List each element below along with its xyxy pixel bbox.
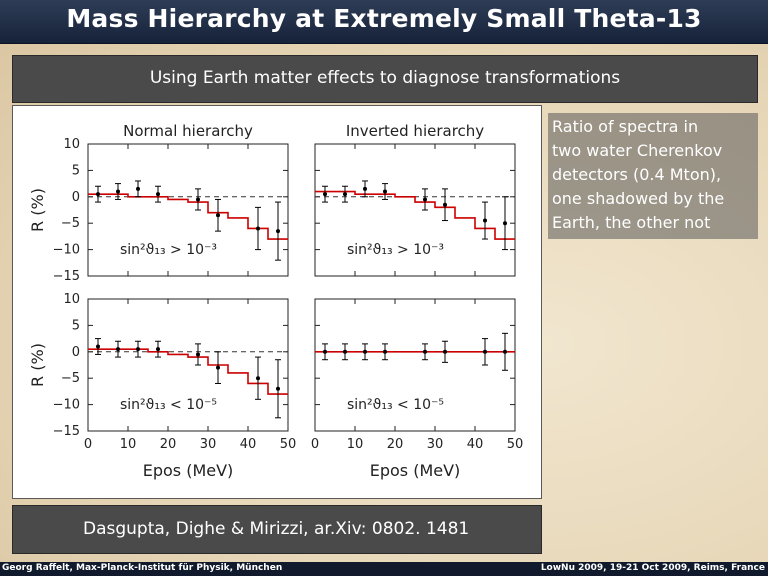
x-tick-label: 30 [427,437,444,452]
citation-text: Dasgupta, Dighe & Mirizzi, ar.Xiv: 0802.… [83,519,470,539]
title-bar: Mass Hierarchy at Extremely Small Theta-… [0,0,768,44]
side-note-line: Ratio of spectra in [552,117,699,136]
x-tick-label: 50 [507,437,524,452]
y-tick-label: 5 [72,318,80,333]
x-tick-label: 20 [387,437,404,452]
subtitle-box: Using Earth matter effects to diagnose t… [12,55,758,103]
x-tick-label: 40 [240,437,257,452]
y-axis-label: R (%) [28,343,47,387]
data-point [116,189,120,194]
x-tick-label: 10 [347,437,364,452]
y-tick-label: −5 [61,216,80,231]
plot-panel: 10 5 0 −5 −10 −15 Normal hierarchy R (%) sin²ϑ₁₃… [12,105,542,499]
y-tick-label: −10 [53,398,80,413]
data-point [343,192,347,197]
data-point [363,186,367,191]
plot-frame [314,298,516,432]
data-point [196,352,200,357]
data-point [423,349,427,354]
plot-frame [87,298,289,432]
data-point [503,349,507,354]
data-point [196,197,200,202]
x-tick-label: 0 [84,437,92,452]
footer-bar: Georg Raffelt, Max-Planck-Institut für P… [0,562,768,576]
data-point [323,349,327,354]
data-point [276,229,280,234]
data-point [156,192,160,197]
x-tick-label: 0 [311,437,319,452]
x-tick-label: 20 [160,437,177,452]
x-tick-label: 30 [200,437,217,452]
panel-title: Inverted hierarchy [346,122,484,140]
y-tick-label: 5 [72,163,80,178]
side-note-line: detectors (0.4 Mton), [552,165,722,184]
data-point [443,202,447,207]
data-point [256,376,260,381]
data-point [96,192,100,197]
data-point [276,386,280,391]
y-tick-label: 10 [63,137,80,152]
y-tick-label: −5 [61,371,80,386]
mixing-angle-annotation: sin²ϑ₁₃ > 10⁻³ [347,242,444,258]
x-tick-label: 10 [120,437,137,452]
x-axis-label: Epos (MeV) [143,461,234,480]
footer-event: LowNu 2009, 19-21 Oct 2009, Reims, Franc… [540,563,765,573]
data-point [96,344,100,349]
footer-author: Georg Raffelt, Max-Planck-Institut für P… [2,563,283,573]
side-note-line: one shadowed by the [552,189,725,208]
data-point [423,197,427,202]
subtitle-text: Using Earth matter effects to diagnose t… [149,68,621,88]
data-point [383,189,387,194]
x-tick-label: 50 [280,437,297,452]
side-note-line: Earth, the other not [552,213,711,232]
data-point [256,226,260,231]
data-point [323,192,327,197]
mixing-angle-annotation: sin²ϑ₁₃ > 10⁻³ [120,242,217,258]
data-point [216,213,220,218]
data-point [156,347,160,352]
side-note-box: Ratio of spectra in two water Cherenkov … [548,113,758,239]
data-point [343,349,347,354]
plot-frame [87,143,289,277]
page-title: Mass Hierarchy at Extremely Small Theta-… [66,4,702,33]
y-tick-label: −15 [53,269,80,284]
data-point [483,218,487,223]
y-tick-label: −15 [53,424,80,439]
panel-title: Normal hierarchy [123,122,253,140]
data-point [136,347,140,352]
data-point [363,349,367,354]
x-tick-label: 40 [467,437,484,452]
y-tick-label: −10 [53,243,80,258]
data-point [216,365,220,370]
y-axis-label: R (%) [28,188,47,232]
y-tick-label: 10 [63,292,80,307]
mixing-angle-annotation: sin²ϑ₁₃ < 10⁻⁵ [120,397,217,413]
mixing-angle-annotation: sin²ϑ₁₃ < 10⁻⁵ [347,397,444,413]
data-point [503,221,507,226]
data-point [443,349,447,354]
x-axis-label: Epos (MeV) [370,461,461,480]
y-tick-label: 0 [72,190,80,205]
data-point [136,186,140,191]
side-note-line: two water Cherenkov [552,141,723,160]
plot-frame [314,143,516,277]
data-point [483,349,487,354]
data-point [116,347,120,352]
citation-box: Dasgupta, Dighe & Mirizzi, ar.Xiv: 0802.… [12,505,542,554]
data-point [383,349,387,354]
y-tick-label: 0 [72,345,80,360]
